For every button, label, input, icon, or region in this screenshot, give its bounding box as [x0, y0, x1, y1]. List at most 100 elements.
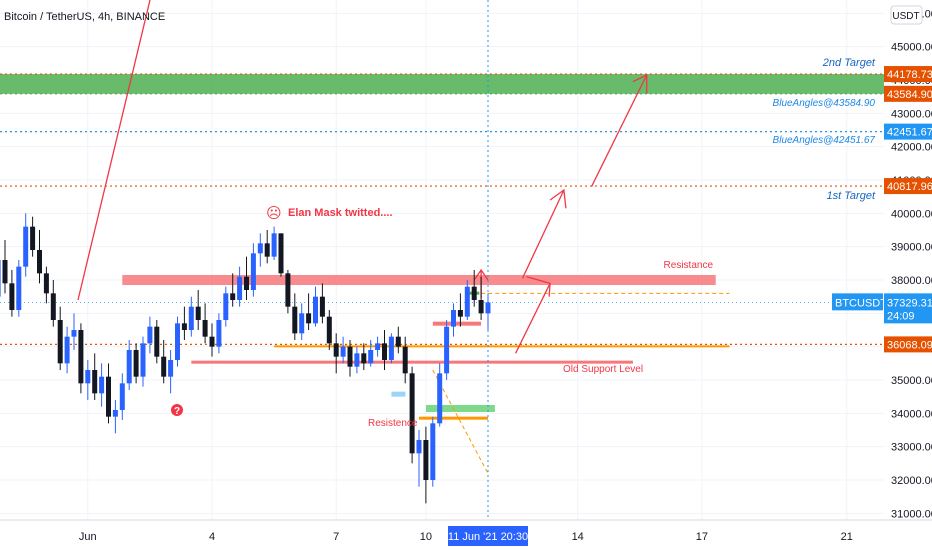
candle-body	[112, 410, 118, 417]
candle-body	[119, 383, 125, 410]
current-time-tag	[448, 526, 528, 546]
candle-body	[99, 376, 105, 394]
candle-body	[250, 253, 256, 290]
symbol-tag-label: BTCUSDT	[835, 297, 887, 309]
time-tick-label: 17	[696, 531, 708, 543]
candle-body	[347, 346, 353, 367]
level-price-tag	[884, 66, 932, 83]
price-tick-label: 39000.00	[891, 242, 932, 254]
arrow-up-2	[521, 189, 565, 279]
candle-body	[292, 306, 298, 334]
candle-body	[437, 373, 443, 424]
chart-zones	[0, 74, 884, 420]
candle-body	[319, 296, 325, 317]
candle-body	[43, 273, 49, 294]
level-price-tag	[884, 85, 932, 102]
time-tick-label: 4	[209, 531, 215, 543]
candle-body	[154, 326, 160, 357]
candle-body	[375, 343, 381, 350]
blue-angles-label-1: BlueAngles@43584.90	[773, 98, 876, 109]
arrow-up-3	[590, 74, 648, 187]
price-tick-label: 43000.00	[891, 108, 932, 120]
red-small-zone	[432, 321, 482, 326]
candle-body	[175, 323, 180, 360]
candle-body	[368, 350, 374, 364]
candle-body	[147, 326, 153, 344]
arrow-head-3	[632, 73, 648, 94]
candle-body	[264, 243, 270, 257]
time-tick-label: 14	[572, 531, 584, 543]
chart-drawings	[77, 0, 648, 474]
price-tick-label: 31000.00	[891, 508, 932, 520]
old-support-line	[191, 360, 633, 364]
price-tick-label: 42000.00	[891, 142, 932, 154]
level-price-tag	[884, 123, 932, 140]
symbol-title: Bitcoin / TetherUS, 4h, BINANCE	[4, 11, 165, 23]
price-tick-label: 35000.00	[891, 375, 932, 387]
first-target-label: 1st Target	[826, 190, 875, 202]
candle-body	[388, 336, 394, 360]
candle-body	[306, 313, 312, 324]
resistance-zone	[122, 275, 716, 285]
elan-annotation: Elan Mask twitted....	[288, 207, 393, 219]
symbol-tag	[832, 293, 883, 311]
price-tick-label: 33000.00	[891, 442, 932, 454]
blue-small-box	[391, 391, 406, 397]
price-tick-label: 38000.00	[891, 275, 932, 287]
candle-body	[16, 266, 22, 310]
level-price-label: 40817.96	[887, 181, 932, 193]
candle-body	[106, 376, 111, 417]
level-price-label: 42451.67	[887, 127, 932, 139]
candle-body	[423, 440, 429, 480]
candle-body	[181, 323, 187, 330]
candle-body	[244, 276, 249, 290]
level-price-label: 44178.73	[887, 69, 932, 81]
time-tick-label: Jun	[79, 531, 97, 543]
candle-body	[9, 283, 15, 310]
time-axis[interactable]: 2712:30Jun471014172124	[0, 519, 932, 543]
candle-body	[30, 226, 36, 250]
candle-body	[37, 250, 42, 274]
question-icon: ?	[174, 406, 180, 417]
candle-body	[444, 326, 450, 374]
candle-body	[313, 296, 318, 324]
candle-body	[223, 293, 229, 320]
level-price-tag	[884, 336, 932, 353]
time-tick-label: 10	[420, 531, 432, 543]
candle-body	[416, 440, 422, 454]
level-price-label: 43584.90	[887, 89, 932, 101]
candles	[0, 213, 491, 504]
candle-body	[382, 343, 387, 360]
question-icon-bg	[171, 404, 183, 416]
level-price-label: 36068.09	[887, 339, 932, 351]
time-tick-label: 21	[841, 531, 853, 543]
candle-body	[457, 310, 463, 317]
arrow-head-2	[549, 188, 567, 209]
price-tags: 44178.73 43584.90 42451.67 40817.96 36068.09…	[448, 66, 932, 546]
current-time-label: 11 Jun '21 20:30	[448, 531, 528, 543]
candle-body	[85, 370, 91, 384]
candle-body	[209, 336, 215, 347]
last-price-tag	[884, 293, 932, 324]
currency-button[interactable]	[890, 5, 923, 25]
candle-body	[409, 373, 415, 454]
candle-body	[168, 360, 174, 377]
trend-line	[77, 0, 151, 301]
currency-label: USDT	[892, 11, 919, 22]
candle-body	[464, 286, 470, 317]
candle-body	[2, 260, 8, 284]
candle-body	[92, 370, 98, 394]
candle-body	[271, 233, 277, 257]
resistance-label: Resistance	[664, 260, 714, 271]
arrow-up-1	[515, 283, 551, 354]
green-small-zone	[425, 405, 495, 412]
candle-body	[402, 346, 408, 374]
candle-body	[299, 313, 305, 334]
candle-body	[361, 353, 367, 364]
resistence-label: Resistence	[368, 418, 418, 429]
candle-body	[161, 356, 167, 377]
time-tick-label: 7	[333, 531, 339, 543]
candle-body	[340, 346, 346, 357]
arrow-head-small	[473, 268, 489, 281]
